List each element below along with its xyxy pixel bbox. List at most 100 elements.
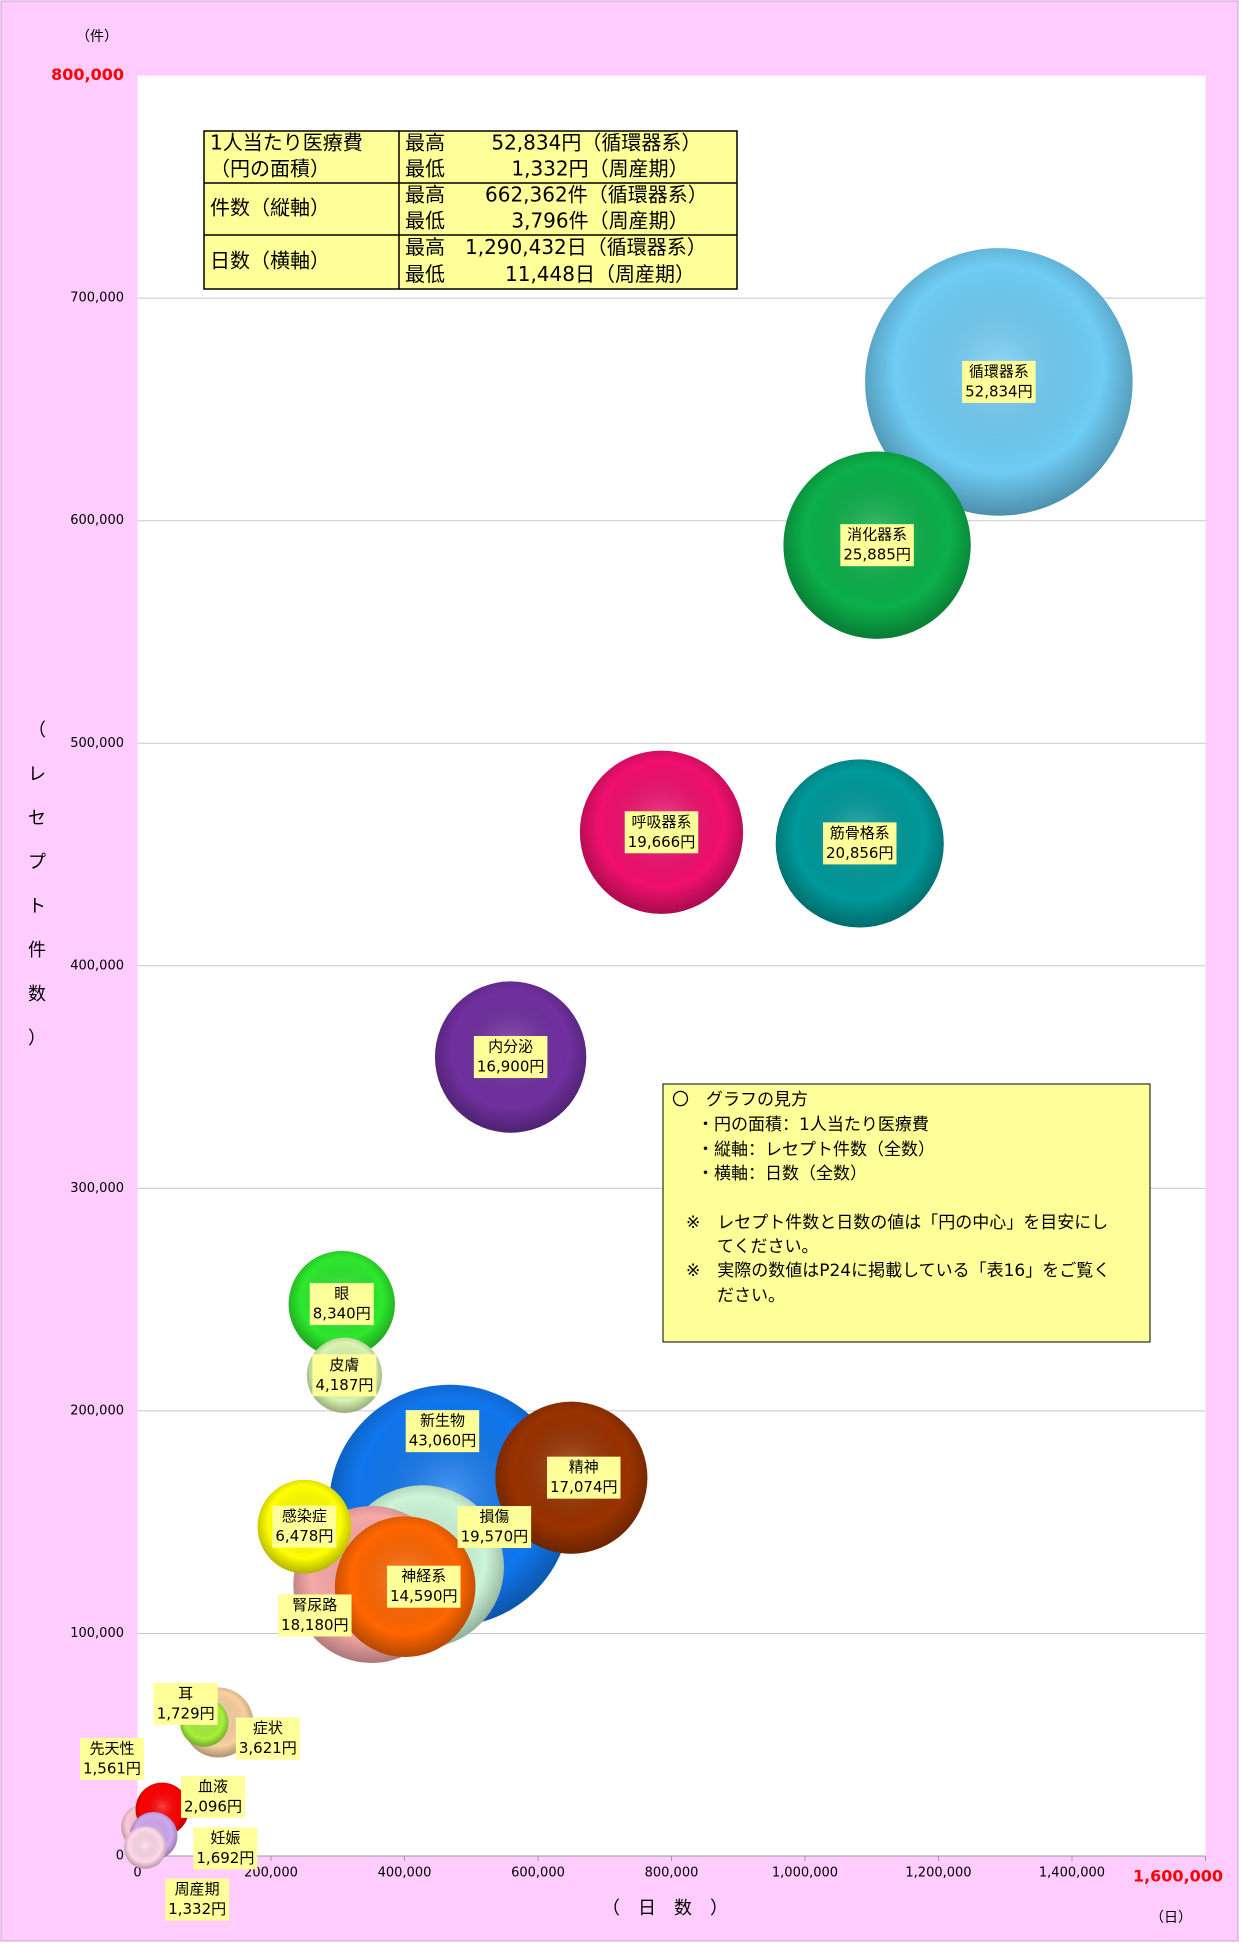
notes-box [662, 1083, 1151, 1343]
notes-line: ※ レセプト件数と日数の値は「円の中心」を目安にし [686, 1213, 1108, 1233]
y-axis-label-char: プ [28, 852, 46, 873]
x-unit: （日） [1150, 1910, 1192, 1926]
bubble-label: 精神 [569, 1458, 599, 1476]
bubble-value-label: 8,340円 [313, 1305, 371, 1323]
bubble-label-bg [962, 360, 1036, 403]
notes-line: ※ 実際の数値はP24に掲載している「表16」をご覧く [686, 1261, 1110, 1281]
bubble-value-label: 20,856円 [826, 844, 894, 862]
bubble-value-label: 17,074円 [550, 1478, 618, 1496]
bubble-label-bg [272, 1505, 337, 1548]
bubble-value-label: 2,096円 [184, 1797, 242, 1815]
bubble-value-label: 14,590円 [390, 1587, 458, 1605]
bubble-value-label: 52,834円 [965, 382, 1033, 400]
info-table-line: 最低 3,796件（周産期） [405, 209, 689, 233]
bubble-value-label: 1,729円 [157, 1704, 215, 1722]
y-axis-label-char: ト [28, 896, 46, 917]
notes-line: ださい。 [717, 1286, 785, 1306]
bubble-label-bg [624, 811, 699, 854]
bubble-label-bg [193, 1827, 258, 1870]
bubble-label-bg [165, 1878, 230, 1921]
bubble-label: 循環器系 [969, 362, 1029, 380]
y-tick-label: 100,000 [70, 1626, 124, 1641]
info-table [203, 130, 738, 290]
bubble-label: 内分泌 [488, 1038, 533, 1056]
bubble-label: 消化器系 [847, 526, 907, 544]
notes-line: ・横軸：日数（全数） [697, 1164, 867, 1184]
bubble-value-label: 3,621円 [239, 1739, 297, 1757]
bubble-label: 妊娠 [210, 1829, 240, 1847]
bubble-label-bg [309, 1283, 374, 1326]
bubble-value-label: 19,666円 [628, 833, 696, 851]
x-tick-label: 1,400,000 [1039, 1866, 1105, 1881]
bubble-value-label: 4,187円 [315, 1376, 373, 1394]
y-tick-label: 800,000 [51, 65, 124, 84]
x-tick-label: 0 [133, 1866, 141, 1881]
bubble-label: 先天性 [89, 1739, 134, 1757]
bubble-label-bg [181, 1775, 245, 1818]
bubble-label-bg [153, 1682, 218, 1725]
y-axis-label-char: セ [28, 808, 46, 829]
info-table-line: 最低 11,448日（周産期） [405, 262, 695, 286]
y-tick-label: 0 [116, 1849, 124, 1864]
y-axis-label-char: ） [28, 1028, 46, 1049]
y-axis-label-char: 数 [28, 984, 46, 1005]
bubble-label: 眼 [334, 1285, 349, 1303]
bubble-label: 感染症 [282, 1507, 327, 1525]
bubble-label-bg [278, 1594, 352, 1637]
info-table-line: 最低 1,332円（周産期） [405, 157, 689, 181]
notes-line: てください。 [717, 1237, 819, 1257]
bubble-label-bg [840, 524, 914, 567]
info-table-line: 最高 1,290,432日（循環器系） [405, 235, 707, 259]
y-axis-label: （ レセプト件数 ） [28, 720, 46, 1049]
x-tick-label: 1,600,000 [1133, 1867, 1223, 1886]
bubble-label: 神経系 [401, 1567, 446, 1585]
y-tick-label: 200,000 [70, 1403, 124, 1418]
info-table-label: （円の面積） [210, 157, 330, 181]
y-unit: （件） [76, 29, 118, 45]
y-tick-label: 300,000 [70, 1181, 124, 1196]
bubble-label-bg [457, 1506, 532, 1549]
bubble-shade [123, 1826, 167, 1869]
bubble-label: 新生物 [420, 1412, 465, 1430]
info-table-line: 最高 52,834円（循環器系） [405, 131, 701, 155]
bubble-label-bg [473, 1036, 548, 1079]
y-tick-label: 700,000 [70, 291, 124, 306]
y-axis-label-char: レ [28, 764, 46, 785]
x-tick-label: 200,000 [244, 1866, 298, 1881]
y-axis-label-char: 件 [28, 940, 46, 961]
bubble-label-bg [235, 1717, 300, 1760]
notes-line: ・縦軸：レセプト件数（全数） [697, 1140, 935, 1160]
bubble-label-bg [822, 822, 897, 865]
notes-line: ・円の面積：1人当たり医療費 [697, 1115, 929, 1135]
bubble-value-label: 25,885円 [843, 546, 911, 564]
y-tick-label: 400,000 [70, 958, 124, 973]
x-tick-label: 600,000 [511, 1866, 565, 1881]
bubble-label-bg [79, 1737, 144, 1780]
bubble-label-bg [405, 1410, 480, 1453]
bubble-value-label: 1,692円 [196, 1849, 254, 1867]
notes-line: 〇 グラフの見方 [672, 1090, 808, 1110]
bubble-label-bg [312, 1354, 377, 1397]
bubble-label: 皮膚 [329, 1356, 359, 1374]
bubble-label: 筋骨格系 [830, 824, 890, 842]
bubble-value-label: 6,478円 [275, 1527, 333, 1545]
x-tick-label: 800,000 [645, 1866, 699, 1881]
bubble-value-label: 19,570円 [461, 1528, 529, 1546]
bubble-label: 腎尿路 [292, 1596, 337, 1614]
bubble-label: 血液 [198, 1777, 228, 1795]
bubble-label: 周産期 [175, 1880, 220, 1898]
bubble-value-label: 16,900円 [477, 1058, 545, 1076]
info-table-label: 日数（横軸） [210, 249, 330, 273]
bubble-label: 呼吸器系 [631, 813, 691, 831]
info-table-label: 1人当たり医療費 [210, 131, 363, 155]
info-table-label: 件数（縦軸） [210, 196, 330, 220]
bubble-label: 症状 [253, 1719, 283, 1737]
y-tick-label: 500,000 [70, 736, 124, 751]
y-axis-label-char: （ [28, 720, 46, 741]
x-tick-label: 400,000 [378, 1866, 432, 1881]
bubble-value-label: 18,180円 [281, 1616, 349, 1634]
y-tick-label: 600,000 [70, 513, 124, 528]
bubble-label: 損傷 [479, 1508, 509, 1526]
bubble-label: 耳 [178, 1684, 193, 1702]
